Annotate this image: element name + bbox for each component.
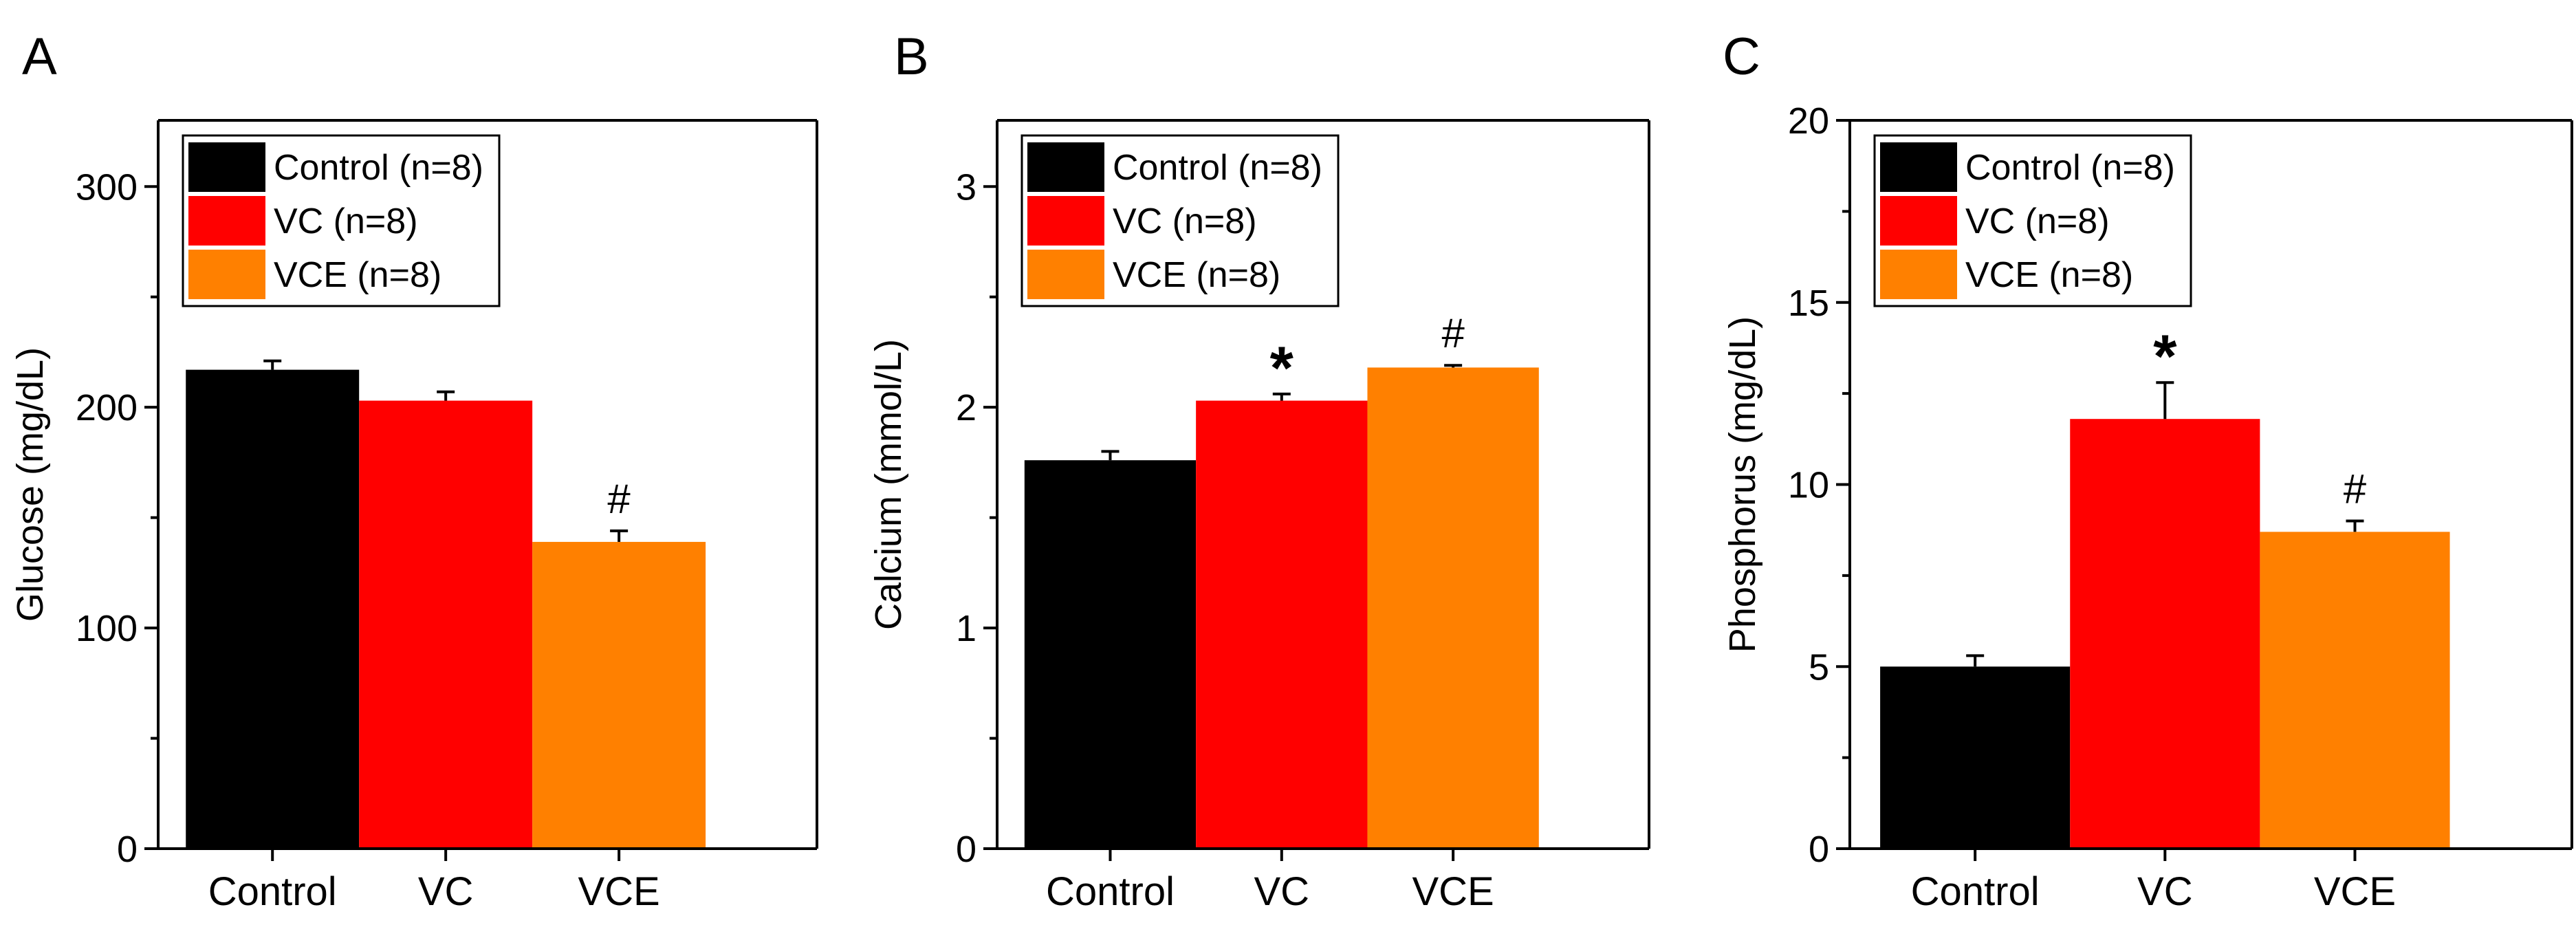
legend: Control (n=8) VC (n=8) VCE (n=8) xyxy=(1020,134,1340,307)
legend-swatch-vce xyxy=(1880,250,1957,299)
y-tick-label: 200 xyxy=(76,387,138,428)
bar-vc xyxy=(359,400,533,849)
category-label: Control xyxy=(1911,869,2040,914)
bar-control xyxy=(1024,460,1197,849)
y-tick-label: 0 xyxy=(117,829,138,870)
legend-label-control: Control (n=8) xyxy=(1965,148,2175,188)
y-tick-label: 15 xyxy=(1788,283,1829,324)
y-axis-title: Calcium (mmol/L) xyxy=(868,339,909,630)
legend-label-vc: VC (n=8) xyxy=(1965,202,2110,241)
y-tick-label: 1 xyxy=(956,608,976,649)
legend-label-vc: VC (n=8) xyxy=(274,202,418,241)
significance-star: * xyxy=(1270,334,1294,402)
bar-vce xyxy=(532,541,706,849)
significance-star: * xyxy=(2153,322,2177,390)
y-tick-label: 100 xyxy=(76,608,138,649)
chart-panel-c: C Control * VC # VCE 0 5 10 15 20 Phosphorus (mg/dL… xyxy=(1722,28,2573,914)
legend-label-control: Control (n=8) xyxy=(274,148,483,188)
legend-label-vce: VCE (n=8) xyxy=(1965,255,2133,295)
category-label: Control xyxy=(208,869,337,914)
bar-control xyxy=(186,369,360,849)
legend: Control (n=8) VC (n=8) VCE (n=8) xyxy=(1873,134,2192,307)
y-tick-label: 0 xyxy=(956,829,976,870)
y-tick-label: 2 xyxy=(956,387,976,428)
significance-hash: # xyxy=(1441,310,1465,356)
panel-letter: C xyxy=(1723,28,1760,86)
bar-vce xyxy=(1367,367,1539,849)
legend-label-vc: VC (n=8) xyxy=(1113,202,1257,241)
category-label: VCE xyxy=(578,869,659,914)
category-label: VC xyxy=(2137,869,2193,914)
significance-hash: # xyxy=(607,476,631,522)
panel-letter: A xyxy=(22,28,57,86)
y-axis-title: Glucose (mg/dL) xyxy=(10,347,51,622)
legend-swatch-vce xyxy=(1027,250,1104,299)
bar-control xyxy=(1880,666,2071,849)
legend-swatch-vc xyxy=(188,196,265,246)
category-label: VCE xyxy=(1412,869,1494,914)
y-tick-label: 3 xyxy=(956,166,976,208)
legend-swatch-control xyxy=(1027,142,1104,192)
y-tick-label: 300 xyxy=(76,166,138,208)
bar-vc xyxy=(1196,400,1368,849)
y-tick-label: 10 xyxy=(1788,465,1829,506)
category-label: VC xyxy=(1254,869,1310,914)
legend-swatch-vc xyxy=(1880,196,1957,246)
chart-panel-a: A Control VC # VCE 0 100 200 300 Glucose (mg/dL) C… xyxy=(10,28,818,914)
legend-label-vce: VCE (n=8) xyxy=(1113,255,1280,295)
legend-label-vce: VCE (n=8) xyxy=(274,255,441,295)
y-tick-label: 5 xyxy=(1809,646,1829,688)
chart-panel-b: B Control * VC # VCE 0 1 2 3 Calcium (mmol/L) Contr… xyxy=(868,28,1650,914)
bar-vc xyxy=(2070,419,2260,849)
significance-hash: # xyxy=(2344,466,2367,512)
category-label: Control xyxy=(1046,869,1175,914)
legend: Control (n=8) VC (n=8) VCE (n=8) xyxy=(182,134,501,307)
category-label: VC xyxy=(418,869,474,914)
legend-label-control: Control (n=8) xyxy=(1113,148,1322,188)
legend-swatch-control xyxy=(1880,142,1957,192)
legend-swatch-control xyxy=(188,142,265,192)
category-label: VCE xyxy=(2314,869,2396,914)
bar-vce xyxy=(2260,532,2450,849)
y-tick-label: 20 xyxy=(1788,100,1829,142)
y-tick-label: 0 xyxy=(1809,829,1829,870)
panel-letter: B xyxy=(894,28,929,86)
legend-swatch-vc xyxy=(1027,196,1104,246)
legend-swatch-vce xyxy=(188,250,265,299)
y-axis-title: Phosphorus (mg/dL) xyxy=(1722,316,1763,653)
